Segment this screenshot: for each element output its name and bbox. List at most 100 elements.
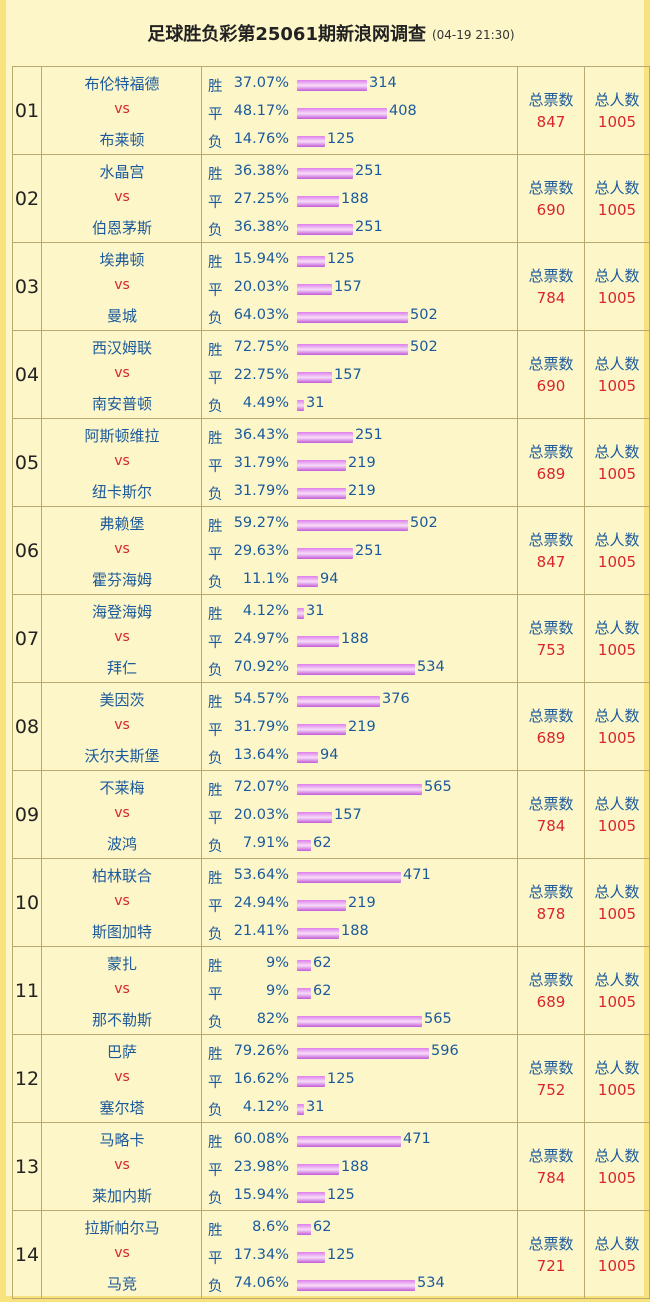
- win-count: 62: [313, 1219, 332, 1235]
- total-votes-cell: 总票数 689: [517, 419, 584, 507]
- total-votes-label: 总票数: [528, 267, 574, 285]
- win-line: 胜 15.94% 125: [208, 250, 513, 271]
- total-votes-value: 752: [536, 1081, 566, 1099]
- total-votes-value: 847: [536, 113, 566, 131]
- win-count: 471: [403, 1131, 431, 1147]
- draw-line: 平 23.98% 188: [208, 1158, 513, 1179]
- draw-bar: [297, 548, 353, 559]
- home-team[interactable]: 柏林联合: [91, 867, 152, 885]
- total-people-value: 1005: [597, 201, 637, 219]
- home-team[interactable]: 巴萨: [106, 1043, 137, 1061]
- lose-line: 负 14.76% 125: [208, 130, 513, 151]
- draw-line: 平 24.94% 219: [208, 894, 513, 915]
- away-team[interactable]: 沃尔夫斯堡: [84, 747, 160, 765]
- teams-cell: 埃弗顿 vs 曼城: [41, 243, 201, 331]
- total-votes-cell: 总票数 753: [517, 595, 584, 683]
- lose-percent: 4.12%: [242, 1099, 289, 1115]
- home-team[interactable]: 马略卡: [99, 1131, 145, 1149]
- away-team[interactable]: 斯图加特: [91, 923, 152, 941]
- home-team[interactable]: 蒙扎: [106, 955, 137, 973]
- win-count: 596: [431, 1043, 459, 1059]
- home-team[interactable]: 埃弗顿: [99, 251, 145, 269]
- away-team[interactable]: 布莱顿: [99, 131, 145, 149]
- total-votes-cell: 总票数 784: [517, 1123, 584, 1211]
- total-people-label: 总人数: [594, 971, 640, 989]
- away-team[interactable]: 伯恩茅斯: [91, 219, 152, 237]
- win-line: 胜 59.27% 502: [208, 514, 513, 535]
- away-team[interactable]: 波鸿: [106, 835, 137, 853]
- draw-label: 平: [208, 107, 223, 123]
- total-people-label: 总人数: [594, 707, 640, 725]
- lose-label: 负: [208, 1103, 223, 1119]
- lose-bar: [297, 1016, 422, 1027]
- draw-percent: 22.75%: [233, 367, 289, 383]
- win-bar: [297, 256, 325, 267]
- home-team[interactable]: 不莱梅: [99, 779, 145, 797]
- home-team[interactable]: 拉斯帕尔马: [84, 1219, 160, 1237]
- survey-table: 01 布伦特福德 vs 布莱顿胜 37.07% 314 平 48.17% 408 负 14.76% 1…: [12, 66, 650, 1299]
- lose-bar: [297, 224, 353, 235]
- total-people-label: 总人数: [594, 619, 640, 637]
- total-people-label: 总人数: [594, 1147, 640, 1165]
- lose-count: 534: [417, 1275, 445, 1291]
- away-team[interactable]: 马竞: [106, 1275, 137, 1293]
- away-team[interactable]: 莱加内斯: [91, 1187, 152, 1205]
- win-percent: 9%: [265, 955, 289, 971]
- draw-label: 平: [208, 899, 223, 915]
- total-votes-label: 总票数: [528, 1059, 574, 1077]
- win-label: 胜: [208, 607, 223, 623]
- win-bar: [297, 432, 353, 443]
- win-label: 胜: [208, 1047, 223, 1063]
- lose-percent: 13.64%: [233, 747, 289, 763]
- home-team[interactable]: 西汉姆联: [91, 339, 152, 357]
- win-line: 胜 54.57% 376: [208, 690, 513, 711]
- match-number: 04: [12, 331, 41, 419]
- home-team[interactable]: 海登海姆: [91, 603, 152, 621]
- total-votes-cell: 总票数 689: [517, 683, 584, 771]
- win-line: 胜 36.38% 251: [208, 162, 513, 183]
- total-people-cell: 总人数 1005: [584, 507, 650, 595]
- draw-count: 188: [341, 1159, 369, 1175]
- lose-line: 负 21.41% 188: [208, 922, 513, 943]
- draw-percent: 17.34%: [233, 1247, 289, 1263]
- lose-bar: [297, 576, 318, 587]
- teams-cell: 弗赖堡 vs 霍芬海姆: [41, 507, 201, 595]
- home-team[interactable]: 弗赖堡: [99, 515, 145, 533]
- draw-label: 平: [208, 283, 223, 299]
- home-team[interactable]: 水晶宫: [99, 163, 145, 181]
- away-team[interactable]: 拜仁: [106, 659, 137, 677]
- away-team[interactable]: 那不勒斯: [91, 1011, 152, 1029]
- lose-count: 94: [320, 571, 339, 587]
- away-team[interactable]: 霍芬海姆: [91, 571, 152, 589]
- home-team[interactable]: 布伦特福德: [84, 75, 160, 93]
- total-votes-cell: 总票数 721: [517, 1211, 584, 1299]
- away-team[interactable]: 塞尔塔: [99, 1099, 145, 1117]
- draw-label: 平: [208, 459, 223, 475]
- home-team[interactable]: 美因茨: [99, 691, 145, 709]
- draw-percent: 31.79%: [233, 455, 289, 471]
- vs-label: vs: [114, 805, 130, 821]
- draw-count: 125: [327, 1071, 355, 1087]
- total-people-value: 1005: [597, 1169, 637, 1187]
- total-votes-cell: 总票数 690: [517, 155, 584, 243]
- away-team[interactable]: 曼城: [106, 307, 137, 325]
- win-percent: 37.07%: [233, 75, 289, 91]
- match-row: 06 弗赖堡 vs 霍芬海姆 胜 59.27% 502 平 29.63% 251 负 11.1% 94 总…: [12, 507, 650, 595]
- match-number: 10: [12, 859, 41, 947]
- away-team[interactable]: 纽卡斯尔: [91, 483, 152, 501]
- win-count: 502: [410, 515, 438, 531]
- total-votes-cell: 总票数 690: [517, 331, 584, 419]
- vote-distribution-cell: 胜 37.07% 314 平 48.17% 408 负 14.76% 125: [201, 67, 517, 155]
- vs-label: vs: [114, 1157, 130, 1173]
- lose-percent: 74.06%: [233, 1275, 289, 1291]
- total-people-cell: 总人数 1005: [584, 1211, 650, 1299]
- teams-cell: 巴萨 vs 塞尔塔: [41, 1035, 201, 1123]
- draw-line: 平 27.25% 188: [208, 190, 513, 211]
- vs-label: vs: [114, 541, 130, 557]
- match-number: 06: [12, 507, 41, 595]
- away-team[interactable]: 南安普顿: [91, 395, 152, 413]
- home-team[interactable]: 阿斯顿维拉: [84, 427, 160, 445]
- match-row: 03 埃弗顿 vs 曼城 胜 15.94% 125 平 20.03% 157 负 64.03% 502 总…: [12, 243, 650, 331]
- vs-label: vs: [114, 981, 130, 997]
- win-bar: [297, 960, 311, 971]
